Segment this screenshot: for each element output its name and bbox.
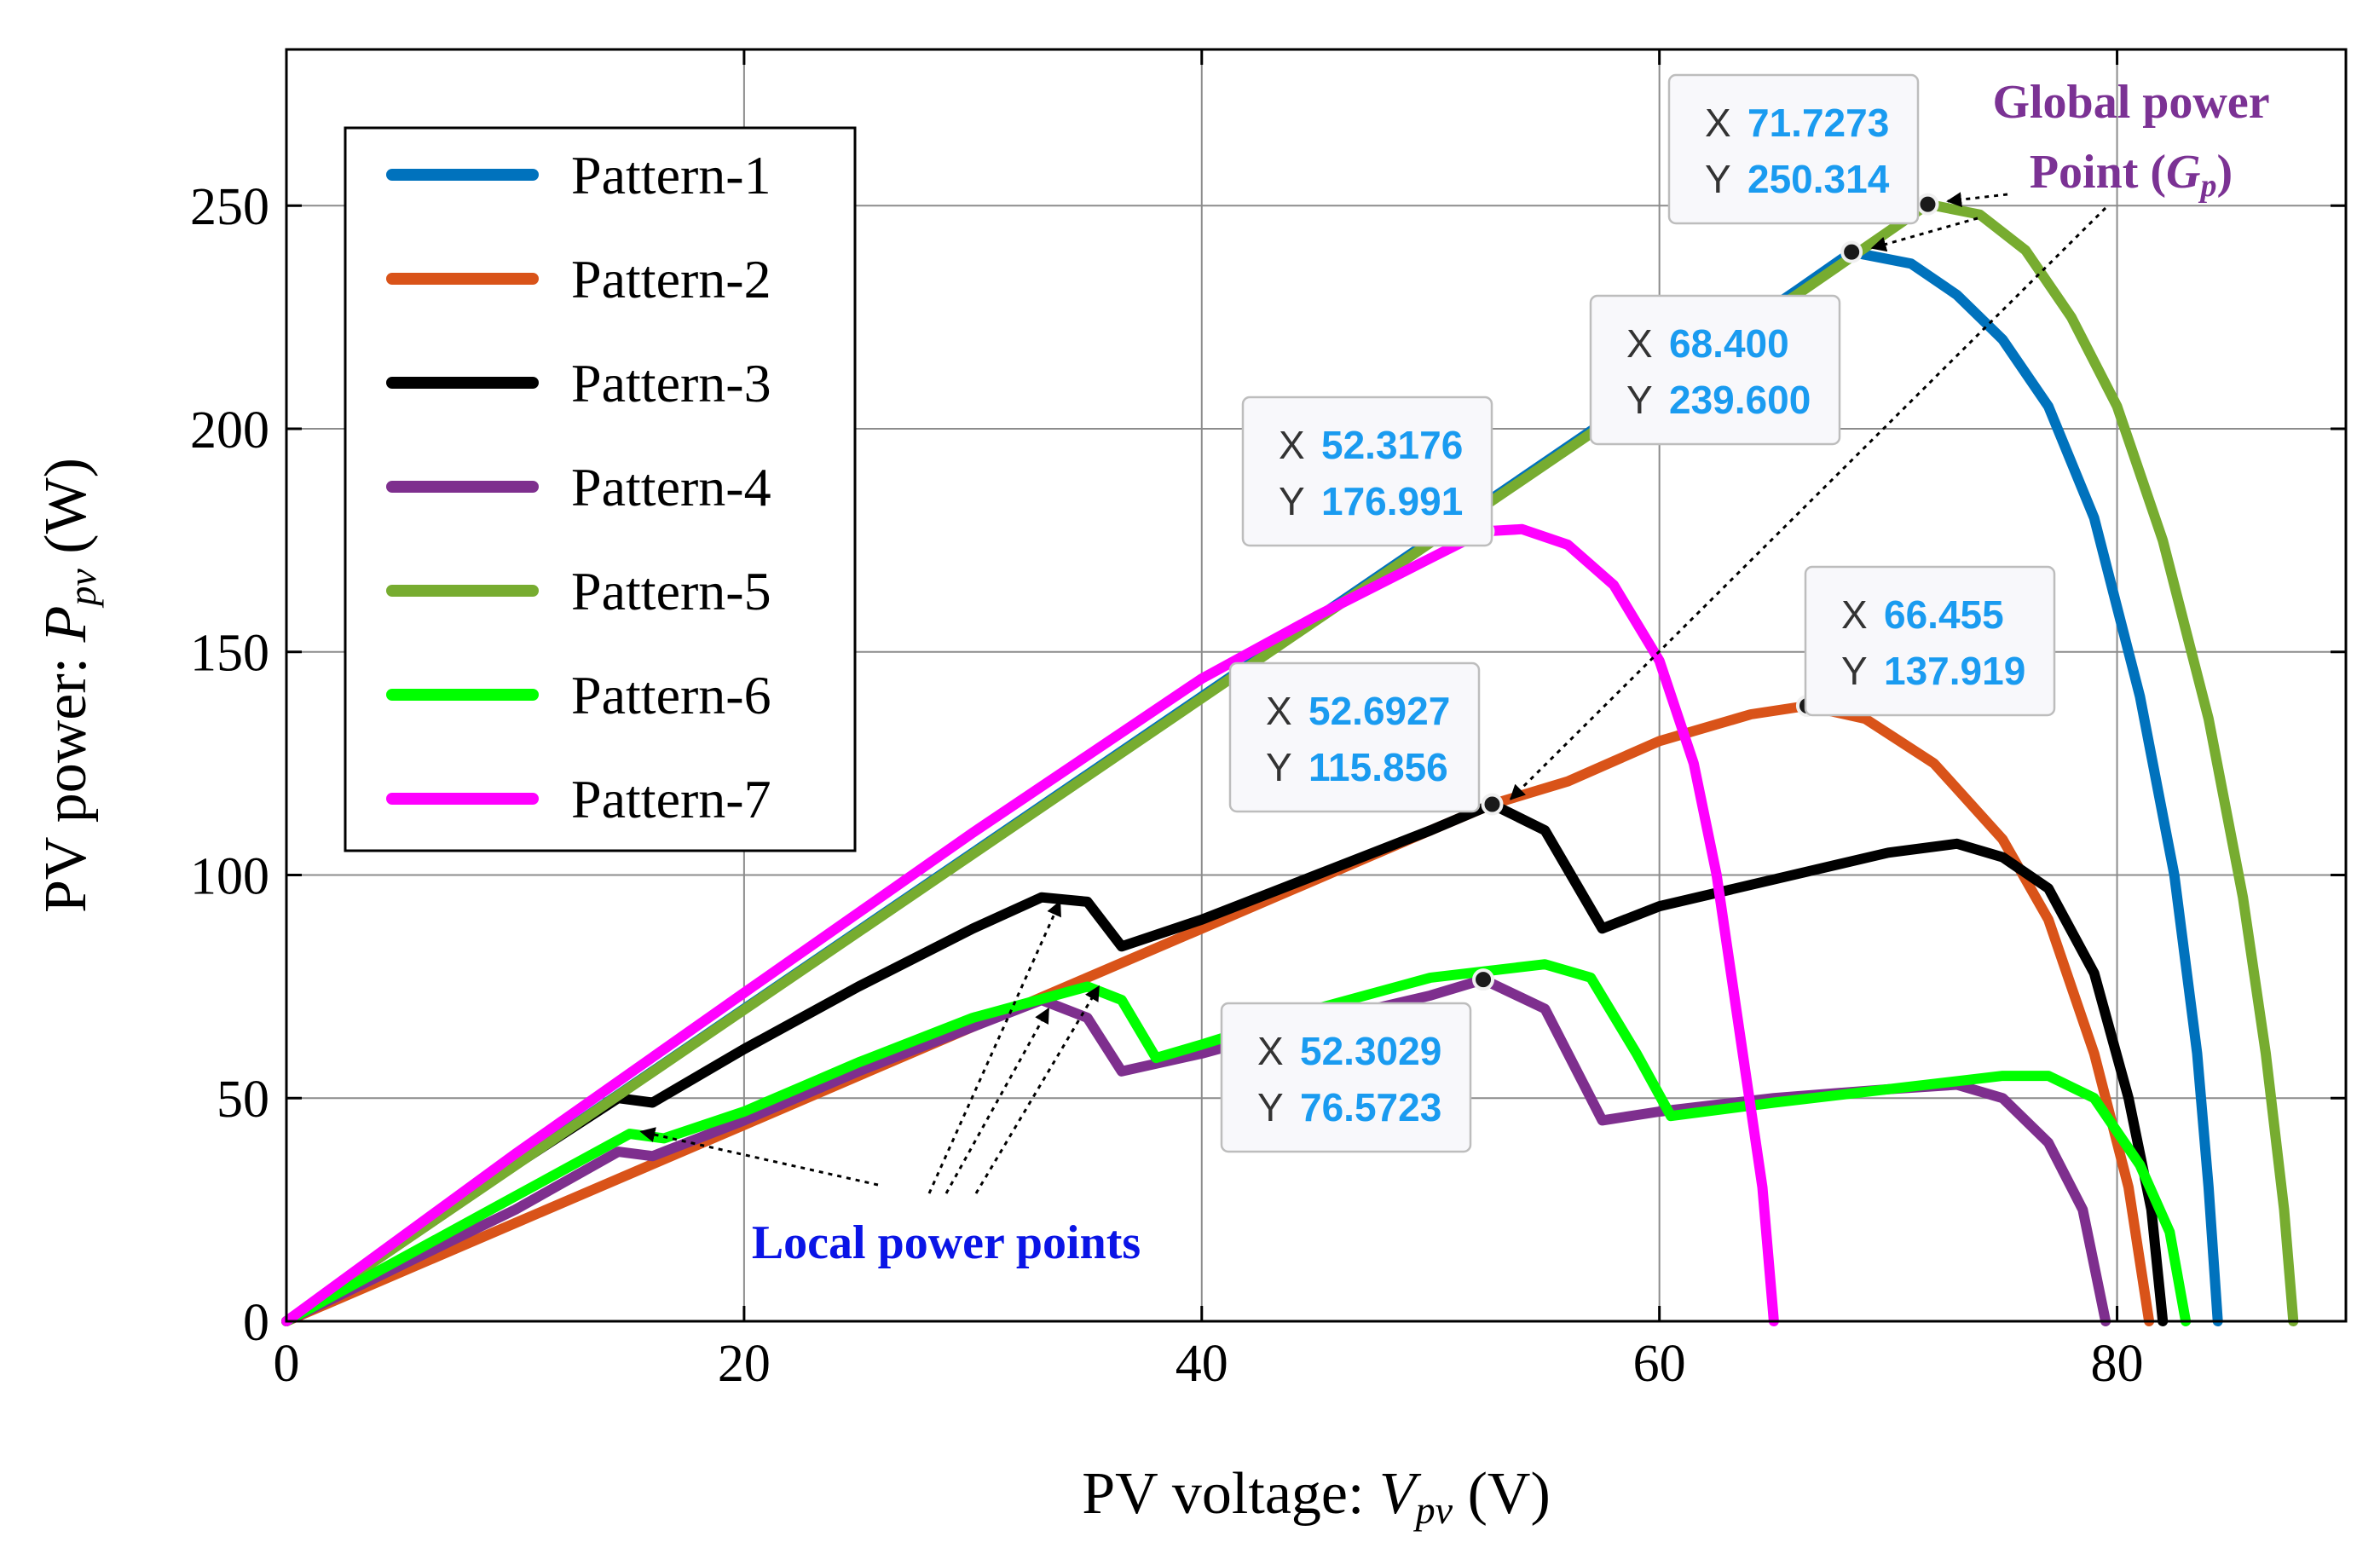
datatip-x-key: X [1841,592,1868,637]
datatip-x-key: X [1705,101,1731,145]
legend-label: Pattern-6 [571,665,771,725]
x-tick-label: 0 [274,1335,300,1393]
legend-label: Pattern-4 [571,457,771,517]
arrow-local-3 [944,1007,1050,1194]
datatips: X 71.7273 Y 250.314 X 68.400 Y 239.600 X 52.3176 Y… [1220,73,2056,1153]
plot-frame [285,48,2348,1323]
y-axis-title: PV power: Ppv (W) [33,458,104,913]
datatip-marker [1472,968,1495,991]
legend-label: Pattern-2 [571,249,771,309]
datatip-box [1241,396,1493,547]
datatip-x-value: 52.3176 [1321,423,1463,467]
axis-ticks: 0 20 40 60 80 0 50 100 150 200 250 [190,49,2346,1393]
datatip: X 52.6927 Y 115.856 [1228,661,1481,813]
datatip-y-value: 115.856 [1308,745,1448,789]
datatip-x-key: X [1266,689,1292,733]
datatip: X 66.455 Y 137.919 [1804,565,2056,717]
datatip-x-value: 68.400 [1669,321,1789,366]
datatip-x-value: 71.7273 [1747,101,1889,145]
datatip-marker [1840,240,1863,263]
datatip-box [1228,661,1481,813]
datatip-marker [1481,793,1504,816]
local-power-points-annotation: Local power points [752,1216,1141,1269]
datatip-y-value: 76.5723 [1300,1085,1441,1129]
annotation-arrows [639,192,2107,1194]
datatip-y-key: Y [1279,479,1305,523]
datatip-marker [1916,193,1939,216]
y-tick-label: 50 [217,1071,269,1129]
datatip-x-key: X [1279,423,1305,467]
datatip-x-value: 52.3029 [1300,1029,1441,1073]
series-line-pattern-5 [281,199,2299,1326]
arrow-local-4 [974,985,1100,1194]
y-tick-label: 150 [190,625,269,683]
legend-label: Pattern-1 [571,145,771,205]
datatip-y-value: 137.919 [1884,649,2025,693]
datatip-box [1804,565,2056,717]
global-power-annotation-line1: Global power [1992,76,2269,129]
series-line-pattern-6 [281,959,2192,1326]
x-tick-label: 60 [1633,1335,1686,1393]
legend: Pattern-1 Pattern-2 Pattern-3 Pattern-4 Patt… [344,126,857,852]
datatip-y-value: 239.600 [1669,378,1811,422]
datatip: X 52.3029 Y 76.5723 [1220,1002,1472,1153]
arrow-global-pattern5 [1946,192,2008,208]
datatip-y-value: 176.991 [1321,479,1463,523]
datatip-y-key: Y [1626,378,1653,422]
series-lines [281,199,2299,1326]
arrow-local-1 [639,1127,879,1187]
datatip-box [1589,294,1841,446]
y-tick-label: 200 [190,401,269,459]
global-power-annotation-line2: Point (Gp) [2030,146,2233,204]
datatip-x-key: X [1257,1029,1284,1073]
y-tick-label: 100 [190,847,269,905]
series-line-pattern-4 [281,974,2111,1326]
datatip: X 68.400 Y 239.600 [1589,294,1841,446]
x-tick-label: 80 [2091,1335,2144,1393]
datatip-y-key: Y [1257,1085,1284,1129]
x-tick-label: 20 [718,1335,771,1393]
datatip-box [1220,1002,1472,1153]
y-tick-label: 0 [243,1294,269,1352]
series-line-pattern-3 [281,799,2169,1326]
x-axis-title: PV voltage: Vpv (V) [1082,1461,1551,1532]
legend-label: Pattern-5 [571,561,771,621]
datatip-y-key: Y [1841,649,1868,693]
datatip-x-key: X [1626,321,1653,366]
datatip-y-key: Y [1266,745,1292,789]
series-line-pattern-7 [281,523,1779,1326]
datatip: X 52.3176 Y 176.991 [1241,396,1493,547]
datatip-x-value: 66.455 [1884,592,2004,637]
datatip-y-key: Y [1705,157,1731,201]
datatip-box [1667,73,1920,225]
y-tick-label: 250 [190,178,269,236]
datatip-y-value: 250.314 [1747,157,1890,201]
datatip-x-value: 52.6927 [1308,689,1450,733]
x-tick-label: 40 [1176,1335,1228,1393]
datatip: X 71.7273 Y 250.314 [1667,73,1920,225]
legend-label: Pattern-3 [571,353,771,413]
legend-label: Pattern-7 [571,769,771,829]
arrow-local-2 [927,900,1061,1194]
